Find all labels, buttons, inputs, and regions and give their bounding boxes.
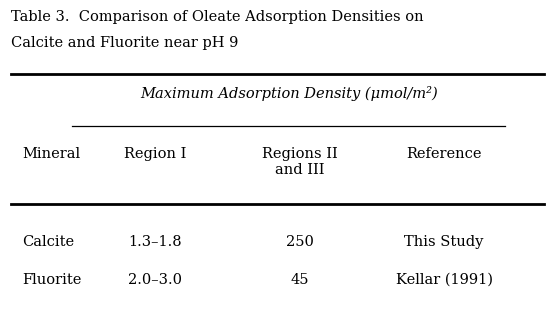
Text: 2.0–3.0: 2.0–3.0	[128, 273, 183, 287]
Text: Table 3.  Comparison of Oleate Adsorption Densities on: Table 3. Comparison of Oleate Adsorption…	[11, 10, 423, 24]
Text: Reference: Reference	[406, 147, 482, 161]
Text: Regions II
and III: Regions II and III	[262, 147, 337, 177]
Text: Kellar (1991): Kellar (1991)	[396, 273, 492, 287]
Text: Region I: Region I	[124, 147, 186, 161]
Text: Calcite: Calcite	[22, 235, 74, 249]
Text: Mineral: Mineral	[22, 147, 80, 161]
Text: Calcite and Fluorite near pH 9: Calcite and Fluorite near pH 9	[11, 36, 239, 50]
Text: Maximum Adsorption Density (μmol/m²): Maximum Adsorption Density (μmol/m²)	[140, 86, 437, 101]
Text: Fluorite: Fluorite	[22, 273, 82, 287]
Text: 250: 250	[286, 235, 314, 249]
Text: 1.3–1.8: 1.3–1.8	[129, 235, 182, 249]
Text: 45: 45	[290, 273, 309, 287]
Text: This Study: This Study	[404, 235, 484, 249]
